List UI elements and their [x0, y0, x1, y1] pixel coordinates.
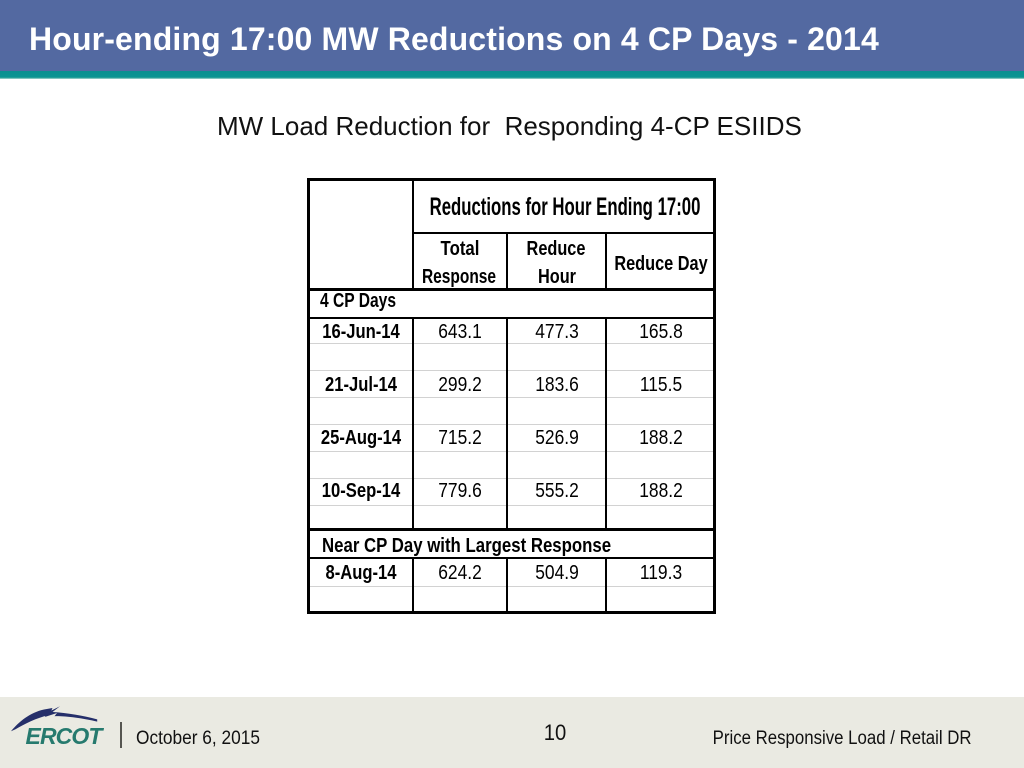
svg-text:ERCOT: ERCOT: [26, 723, 105, 749]
